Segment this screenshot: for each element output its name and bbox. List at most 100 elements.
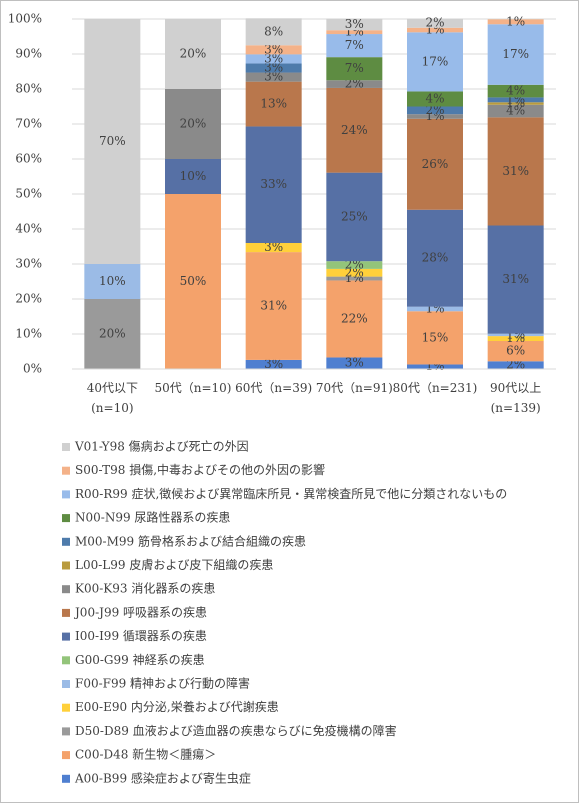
legend-label: G00-G99 神経系の疾患 <box>75 652 205 667</box>
bar-segment <box>84 264 141 299</box>
data-label: 17% <box>422 54 449 68</box>
y-tick-label: 80% <box>15 82 42 96</box>
legend-label: C00-D48 新生物＜腫瘍＞ <box>75 747 216 762</box>
data-label: 20% <box>180 117 207 131</box>
y-tick-label: 10% <box>15 327 42 341</box>
legend-swatch <box>62 608 70 617</box>
bar-segment <box>326 172 383 262</box>
data-label: 17% <box>502 47 529 61</box>
bar-segment <box>407 32 463 92</box>
data-label: 2% <box>425 16 444 30</box>
data-label: 20% <box>99 327 126 341</box>
bar-segment <box>487 336 544 341</box>
y-tick-label: 60% <box>15 152 42 166</box>
legend-swatch <box>62 443 70 451</box>
legend-swatch <box>62 727 70 736</box>
legend-label: R00-R99 症状,徴候および異常臨床所見・異常検査所見で他に分類されないもの <box>75 486 507 501</box>
bar-segment <box>245 45 302 55</box>
y-tick-label: 70% <box>15 117 42 131</box>
bar-segment <box>487 84 544 98</box>
bar-segment <box>487 341 544 362</box>
bar-segment <box>487 24 544 85</box>
data-label: 31% <box>502 164 529 178</box>
bar-segment <box>245 252 302 360</box>
legend-swatch <box>62 585 70 594</box>
bar-segment <box>407 106 463 115</box>
bar-segment <box>487 19 544 25</box>
bar-segment <box>326 30 383 35</box>
data-label: 4% <box>425 91 444 105</box>
bar-segment <box>84 299 141 369</box>
legend-label: L00-L99 皮膚および皮下組織の疾患 <box>75 557 273 572</box>
bar-segment <box>407 18 463 28</box>
legend-label: F00-F99 精神および行動の障害 <box>75 676 250 691</box>
bar-segment <box>245 243 302 253</box>
bar-segment <box>245 126 302 243</box>
data-label: 33% <box>260 177 287 191</box>
data-label: 1% <box>506 14 525 28</box>
bar-segment <box>326 280 383 358</box>
data-label: 3% <box>345 356 364 370</box>
bar-segment <box>407 91 463 107</box>
bar-segment <box>326 57 383 81</box>
data-label: 8% <box>264 24 283 38</box>
data-label: 15% <box>422 330 449 344</box>
bar-segment <box>326 276 383 281</box>
bar-segment <box>487 225 544 334</box>
data-label: 3% <box>264 357 283 371</box>
legend-label: V01-Y98 傷病および死亡の外因 <box>74 439 249 454</box>
data-label: 7% <box>345 61 364 75</box>
bar-segment <box>407 118 463 210</box>
x-tick-label: 60代（n=39) <box>235 381 312 395</box>
legend-label: I00-I99 循環器系の疾患 <box>75 628 207 643</box>
y-tick-label: 30% <box>15 257 42 271</box>
bar-segment <box>407 364 463 369</box>
data-label: 10% <box>99 274 126 288</box>
legend-swatch <box>62 632 70 641</box>
y-tick-label: 50% <box>15 187 42 201</box>
legend-label: N00-N99 尿路性器系の疾患 <box>75 510 230 525</box>
x-tick-label: 70代（n=91) <box>316 381 393 395</box>
data-label: 6% <box>506 344 525 358</box>
bar-segment <box>487 117 544 226</box>
y-tick-label: 100% <box>8 12 42 26</box>
legend-swatch <box>62 466 70 475</box>
bar-segment <box>407 311 463 365</box>
legend-swatch <box>62 774 70 783</box>
bar-segment <box>407 27 463 33</box>
bar-segment <box>326 18 383 31</box>
data-label: 4% <box>506 104 525 118</box>
legend-swatch <box>62 561 70 570</box>
data-label: 26% <box>422 157 449 171</box>
data-label: 7% <box>345 38 364 52</box>
y-tick-label: 20% <box>15 292 42 306</box>
data-label: 3% <box>264 70 283 84</box>
bar-segment <box>326 80 383 88</box>
data-label: 70% <box>99 134 126 148</box>
bar-segment <box>326 268 383 277</box>
legend-label: E00-E90 内分泌,栄養および代謝疾患 <box>75 699 279 714</box>
bar-segment <box>245 63 302 73</box>
bar-segment <box>165 159 221 194</box>
bar-segment <box>487 333 544 337</box>
legend-label: D50-D89 血液および造血器の疾患ならびに免疫機構の障害 <box>75 723 397 738</box>
data-label: 13% <box>260 97 287 111</box>
bar-segment <box>326 357 383 369</box>
bar-segment <box>407 114 463 119</box>
data-label: 50% <box>180 274 207 288</box>
data-label: 31% <box>260 299 287 313</box>
legend-swatch <box>62 751 70 760</box>
data-label: 3% <box>264 42 283 56</box>
x-tick-label: 90代以上(n=139) <box>490 381 541 415</box>
bar-segment <box>326 261 383 269</box>
bar-segment <box>165 89 221 159</box>
data-label: 3% <box>345 17 364 31</box>
x-tick-label: 40代以下(n=10) <box>87 381 138 415</box>
y-tick-label: 40% <box>15 222 42 236</box>
x-tick-label: 80代（n=231) <box>393 381 478 395</box>
legend-label: A00-B99 感染症および寄生虫症 <box>74 770 251 785</box>
legend-swatch <box>62 537 70 546</box>
legend-label: K00-K93 消化器系の疾患 <box>75 581 215 596</box>
data-label: 22% <box>341 311 368 325</box>
